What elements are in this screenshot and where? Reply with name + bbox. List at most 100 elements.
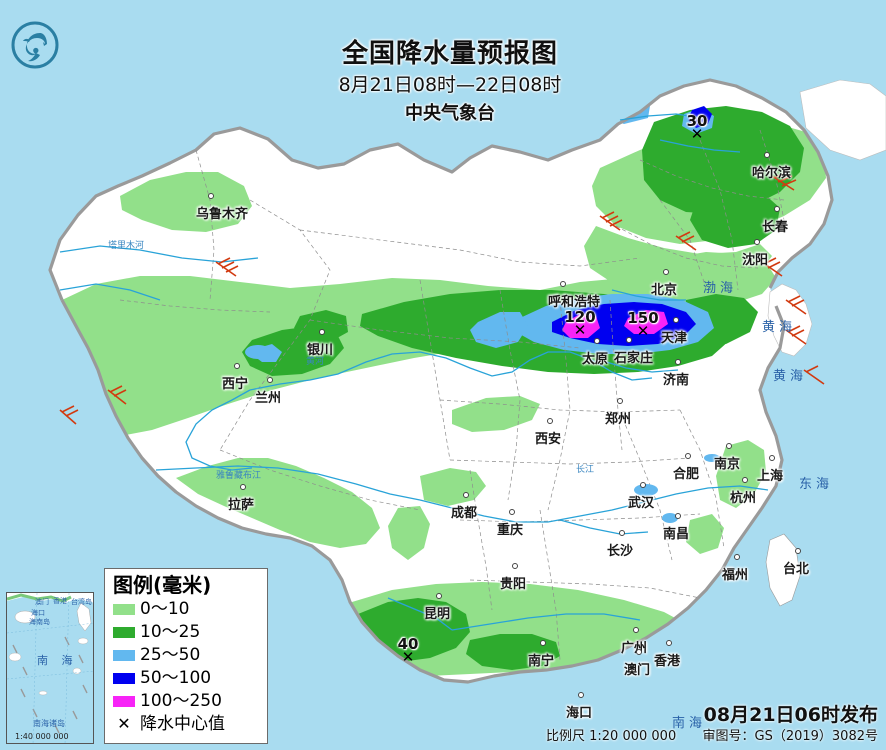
sea-label-0: 渤海 — [703, 281, 738, 296]
city-label-21: 长沙 — [607, 544, 634, 559]
legend-rows: 0～10 10～25 25～50 50～100 100～250 — [113, 598, 261, 713]
city-dot-15 — [640, 482, 646, 488]
city-label-22: 福州 — [722, 568, 749, 583]
forecast-period: 8月21日08时—22日08时 — [338, 74, 562, 96]
city-label-31: 哈尔滨 — [752, 166, 792, 181]
city-label-12: 西安 — [535, 432, 562, 447]
review-number-label: 审图号：GS（2019）3082号 — [702, 729, 879, 744]
city-label-25: 昆明 — [424, 607, 451, 622]
legend-label-0: 0～10 — [140, 599, 190, 619]
city-label-7: 天津 — [661, 331, 688, 346]
city-label-23: 台北 — [783, 562, 810, 577]
city-label-8: 石家庄 — [614, 351, 654, 366]
legend-row-1: 10～25 — [113, 621, 261, 644]
city-label-11: 郑州 — [605, 412, 632, 427]
sea-label-4: 南海 — [672, 716, 707, 731]
city-label-15: 武汉 — [628, 496, 655, 511]
river-label-3: 长江 — [576, 465, 595, 475]
city-dot-9 — [594, 338, 600, 344]
legend-label-3: 50～100 — [140, 668, 212, 688]
city-dot-18 — [769, 455, 775, 461]
inset-label-macau: 澳门 — [35, 598, 49, 606]
city-dot-20 — [675, 513, 681, 519]
city-label-0: 乌鲁木齐 — [196, 207, 249, 222]
city-dot-2 — [234, 363, 240, 369]
legend-panel: 图例(毫米) 0～10 10～25 25～50 50～100 100～250 ✕ 降水中… — [104, 568, 268, 744]
city-dot-0 — [208, 193, 214, 199]
title-block: 全国降水量预报图 8月21日08时—22日08时 中央气象台 — [300, 38, 600, 128]
city-dot-1 — [240, 484, 246, 490]
city-dot-25 — [436, 593, 442, 599]
city-dot-4 — [319, 329, 325, 335]
city-dot-14 — [509, 509, 515, 515]
city-label-6: 北京 — [651, 283, 678, 298]
map-scale-label: 比例尺 1:20 000 000 — [546, 729, 677, 744]
city-label-26: 南宁 — [528, 654, 555, 669]
precip-center-marker-icon-2: ✕ — [636, 323, 650, 340]
city-dot-26 — [540, 640, 546, 646]
precip-center-0: 30 ✕ — [681, 112, 713, 143]
city-dot-21 — [619, 530, 625, 536]
legend-swatch-2 — [113, 650, 135, 661]
city-dot-6 — [663, 269, 669, 275]
city-dot-12 — [547, 418, 553, 424]
city-label-19: 杭州 — [730, 491, 757, 506]
issuing-organization: 中央气象台 — [405, 103, 495, 124]
city-label-20: 南昌 — [663, 527, 690, 542]
city-label-32: 长春 — [762, 220, 789, 235]
city-dot-32 — [774, 206, 780, 212]
city-dot-13 — [463, 492, 469, 498]
river-label-0: 塔里木河 — [108, 241, 145, 251]
city-dot-29 — [636, 649, 642, 655]
issue-time: 08月21日06时发布 — [703, 704, 878, 726]
precip-center-marker-icon-1: ✕ — [573, 322, 587, 339]
precip-center-value-1: 120 — [564, 308, 596, 326]
precip-center-icon: ✕ — [117, 715, 131, 733]
precip-center-value-0: 30 — [686, 112, 708, 130]
legend-swatch-3 — [113, 673, 135, 684]
precip-center-value-2: 150 — [627, 309, 659, 327]
inset-label-taiwan-island: 台湾岛 — [71, 598, 92, 606]
legend-row-3: 50～100 — [113, 667, 261, 690]
legend-swatch-1 — [113, 627, 135, 638]
city-label-13: 成都 — [451, 506, 478, 521]
city-label-29: 澳门 — [624, 663, 651, 678]
legend-row-4: 100～250 — [113, 690, 261, 713]
city-dot-17 — [726, 443, 732, 449]
page-title: 全国降水量预报图 — [341, 39, 558, 69]
inset-label-hongkong: 香港 — [53, 597, 67, 605]
cma-dragon-logo — [11, 21, 59, 69]
city-label-10: 济南 — [663, 373, 690, 388]
legend-title: 图例(毫米) — [113, 573, 212, 597]
legend-label-1: 10～25 — [140, 622, 201, 642]
city-label-18: 上海 — [757, 469, 784, 484]
precip-center-value-3: 40 — [397, 635, 419, 653]
city-dot-3 — [267, 377, 273, 383]
river-label-1: 黄河 — [306, 357, 325, 367]
city-dot-10 — [675, 359, 681, 365]
city-dot-30 — [578, 692, 584, 698]
precip-center-1: 120 ✕ — [564, 308, 596, 339]
city-dot-19 — [742, 477, 748, 483]
sea-label-1: 黄海 — [762, 320, 797, 335]
inset-label-south-china-sea: 南 海 — [37, 654, 78, 667]
city-dot-22 — [734, 554, 740, 560]
city-label-28: 香港 — [654, 654, 681, 669]
city-dot-5 — [560, 281, 566, 287]
legend-swatch-4 — [113, 696, 135, 707]
city-label-3: 兰州 — [255, 391, 282, 406]
inset-label-haikou: 海口 — [31, 609, 45, 617]
legend-label-4: 100～250 — [140, 691, 222, 711]
precip-center-marker-icon-3: ✕ — [401, 649, 415, 666]
city-dot-8 — [626, 337, 632, 343]
south-china-sea-inset: 澳门 香港 台湾岛 海口 海南岛 南 海 南海诸岛 1:40 000 000 — [6, 592, 94, 744]
city-dot-31 — [764, 152, 770, 158]
city-label-2: 西宁 — [222, 377, 249, 392]
inset-scale-label: 1:40 000 000 — [15, 732, 69, 741]
city-dot-23 — [795, 548, 801, 554]
city-label-17: 南京 — [714, 457, 741, 472]
legend-row-2: 25～50 — [113, 644, 261, 667]
city-label-16: 合肥 — [673, 467, 700, 482]
city-label-14: 重庆 — [497, 523, 524, 538]
